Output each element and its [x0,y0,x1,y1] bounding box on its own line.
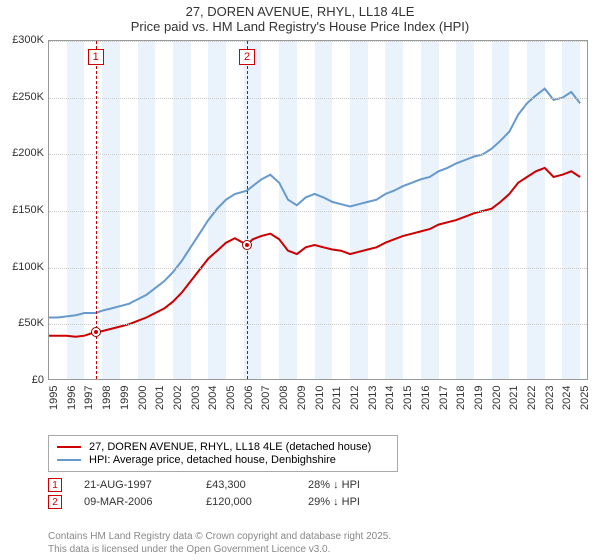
sales-table: 1 21-AUG-1997 £43,300 28% ↓ HPI 2 09-MAR… [48,478,588,509]
sale-marker-line [247,41,248,379]
sale-marker-dot [243,241,251,249]
plot-area: 12 [48,40,588,380]
sale-badge-2: 2 [48,495,62,509]
x-axis: 1995 1996 1997 1998 1999 2000 2001 2002 2003 2004… [48,382,588,432]
legend-label-hpi: HPI: Average price, detached house, Denb… [89,454,336,466]
x-tick-label: 2008 [278,386,290,410]
sale-price-2: £120,000 [206,496,286,508]
sale-date-2: 09-MAR-2006 [84,496,184,508]
footer-line-1: Contains HM Land Registry data © Crown c… [48,530,391,543]
x-tick-label: 1996 [66,386,78,410]
footer: Contains HM Land Registry data © Crown c… [48,530,391,556]
x-tick-label: 2009 [296,386,308,410]
y-tick-label: £100K [12,261,44,273]
x-tick-label: 2022 [526,386,538,410]
x-tick-label: 1995 [48,386,60,410]
x-tick-label: 1997 [83,386,95,410]
y-tick-label: £150K [12,204,44,216]
x-tick-label: 2000 [137,386,149,410]
sale-price-1: £43,300 [206,479,286,491]
sale-pct-1: 28% ↓ HPI [308,479,360,491]
x-tick-label: 2010 [314,386,326,410]
grid-line-h [49,41,587,42]
grid-line-h [49,268,587,269]
legend-box: 27, DOREN AVENUE, RHYL, LL18 4LE (detach… [48,435,588,512]
x-tick-label: 1999 [119,386,131,410]
x-tick-label: 2011 [331,386,343,410]
x-tick-label: 2005 [225,386,237,410]
x-tick-label: 2002 [172,386,184,410]
legend-series-box: 27, DOREN AVENUE, RHYL, LL18 4LE (detach… [48,435,398,472]
sales-row-2: 2 09-MAR-2006 £120,000 29% ↓ HPI [48,495,588,509]
x-tick-label: 2006 [243,386,255,410]
grid-line-h [49,211,587,212]
legend-row-price-paid: 27, DOREN AVENUE, RHYL, LL18 4LE (detach… [57,441,389,453]
x-tick-label: 2015 [402,386,414,410]
sales-row-1: 1 21-AUG-1997 £43,300 28% ↓ HPI [48,478,588,492]
x-tick-label: 2023 [544,386,556,410]
footer-line-2: This data is licensed under the Open Gov… [48,543,391,556]
y-tick-label: £50K [18,317,44,329]
title-line-2: Price paid vs. HM Land Registry's House … [0,19,600,34]
x-tick-label: 2001 [154,386,166,410]
x-tick-label: 2014 [384,386,396,410]
title-line-1: 27, DOREN AVENUE, RHYL, LL18 4LE [0,4,600,19]
grid-line-h [49,98,587,99]
x-tick-label: 2016 [420,386,432,410]
y-tick-label: £0 [32,374,44,386]
x-tick-label: 2004 [207,386,219,410]
x-tick-label: 2007 [260,386,272,410]
x-tick-label: 2025 [579,386,591,410]
x-tick-label: 2003 [190,386,202,410]
x-tick-label: 2017 [438,386,450,410]
chart-title-block: 27, DOREN AVENUE, RHYL, LL18 4LE Price p… [0,0,600,34]
x-tick-label: 2019 [473,386,485,410]
grid-line-h [49,324,587,325]
chart-container: 27, DOREN AVENUE, RHYL, LL18 4LE Price p… [0,0,600,560]
sale-date-1: 21-AUG-1997 [84,479,184,491]
legend-label-price-paid: 27, DOREN AVENUE, RHYL, LL18 4LE (detach… [89,441,371,453]
y-tick-label: £200K [12,147,44,159]
x-tick-label: 2020 [491,386,503,410]
swatch-price-paid [57,446,81,448]
x-tick-label: 2024 [561,386,573,410]
legend-row-hpi: HPI: Average price, detached house, Denb… [57,454,389,466]
sale-badge-1: 1 [48,478,62,492]
y-tick-label: £250K [12,91,44,103]
sale-marker-badge: 2 [239,49,255,65]
x-tick-label: 2012 [349,386,361,410]
x-tick-label: 1998 [101,386,113,410]
y-tick-label: £300K [12,34,44,46]
swatch-hpi [57,459,81,461]
grid-line-h [49,154,587,155]
y-axis: £0£50K£100K£150K£200K£250K£300K [0,40,48,380]
x-tick-label: 2018 [455,386,467,410]
sale-marker-dot [92,328,100,336]
sale-marker-badge: 1 [88,49,104,65]
x-tick-label: 2013 [367,386,379,410]
sale-pct-2: 29% ↓ HPI [308,496,360,508]
x-tick-label: 2021 [508,386,520,410]
